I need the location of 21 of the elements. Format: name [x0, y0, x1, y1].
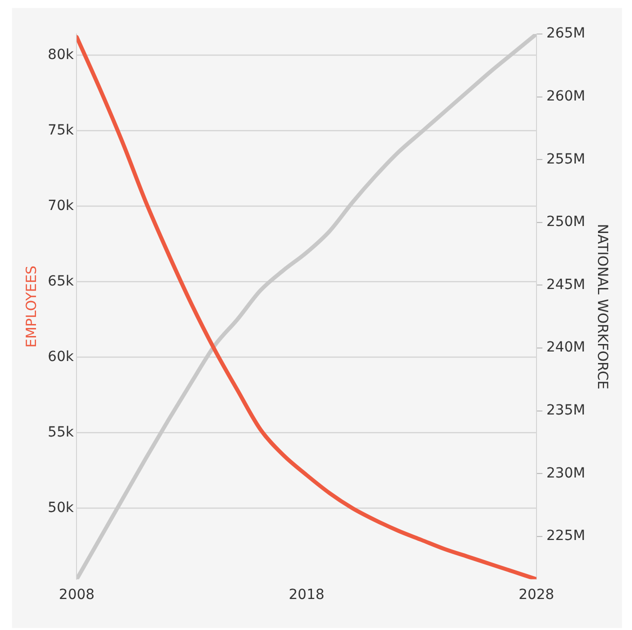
x-tick-label: 2028	[518, 587, 554, 604]
y-tick-label: 70k	[48, 198, 75, 214]
y-tick-label: 80k	[48, 46, 75, 63]
y-tick-label: 55k	[48, 424, 75, 440]
y2-tick-label: 265M	[546, 26, 586, 42]
y-tick-label: 65k	[48, 273, 75, 290]
y-tick-label: 60k	[48, 348, 75, 365]
y2-tick-label: 260M	[546, 88, 586, 104]
y-tick-label: 75k	[48, 122, 75, 138]
y2-tick-label: 235M	[546, 402, 586, 419]
y-tick-label: 50k	[48, 500, 75, 516]
y-axis-title: EMPLOYEES	[24, 265, 40, 348]
y2-tick-label: 230M	[546, 465, 586, 482]
x-tick-label: 2008	[58, 587, 95, 604]
y2-tick-label: 240M	[546, 340, 586, 356]
y2-axis-title: NATIONAL WORKFORCE	[594, 224, 610, 390]
y2-tick-label: 245M	[546, 276, 586, 293]
x-tick-label: 2018	[288, 587, 324, 604]
y2-tick-label: 250M	[546, 214, 586, 230]
y2-tick-label: 225M	[546, 528, 586, 544]
y2-tick-label: 255M	[546, 151, 586, 168]
